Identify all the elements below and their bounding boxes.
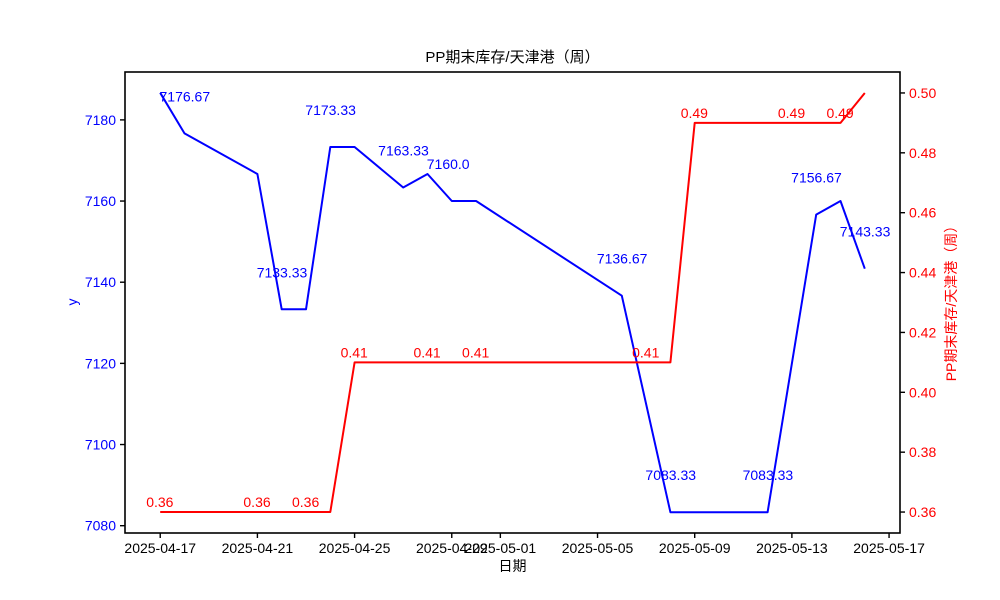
- y-axis-right-ticks: 0.36 0.38 0.40 0.42 0.44 0.46 0.48 0.50: [900, 85, 936, 520]
- x-tick-label: 2025-04-17: [124, 540, 196, 556]
- x-tick-label: 2025-04-21: [222, 540, 294, 556]
- x-axis-ticks: 2025-04-17 2025-04-21 2025-04-25 2025-04-29…: [124, 533, 925, 556]
- y-right-tick-label: 0.38: [909, 444, 936, 460]
- y-axis-left-ticks: 7080 7100 7120 7140 7160 7180: [85, 112, 125, 534]
- data-point-label: 0.36: [146, 494, 173, 510]
- y-axis-title-left: y: [64, 298, 80, 306]
- y-left-tick-label: 7080: [85, 518, 116, 534]
- y-left-tick-label: 7180: [85, 112, 116, 128]
- series-line-left: [159, 92, 866, 514]
- data-point-label: 7136.67: [597, 251, 648, 267]
- y-right-tick-label: 0.40: [909, 384, 936, 400]
- data-point-label: 0.41: [462, 344, 489, 360]
- data-point-label: 7163.33: [378, 143, 429, 159]
- y-right-tick-label: 0.44: [909, 265, 936, 281]
- data-point-label: 7156.67: [791, 170, 842, 186]
- y-right-tick-label: 0.48: [909, 145, 936, 161]
- y-right-tick-label: 0.46: [909, 205, 936, 221]
- x-tick-label: 2025-04-25: [319, 540, 391, 556]
- y-left-tick-label: 7160: [85, 193, 116, 209]
- y-left-tick-label: 7140: [85, 274, 116, 290]
- plot-frame: [124, 71, 901, 534]
- y-right-tick-label: 0.42: [909, 324, 936, 340]
- data-point-label: 7083.33: [743, 467, 794, 483]
- x-tick-label: 2025-05-05: [562, 540, 634, 556]
- data-point-label: 0.49: [826, 105, 853, 121]
- x-tick-label: 2025-05-13: [756, 540, 828, 556]
- y-left-tick-label: 7120: [85, 355, 116, 371]
- y-right-tick-label: 0.36: [909, 504, 936, 520]
- y-axis-title-right: PP期末库存/天津港（周）: [943, 218, 959, 382]
- data-point-label: 0.41: [413, 344, 440, 360]
- x-axis-title: 日期: [498, 558, 527, 574]
- data-point-label: 0.41: [632, 344, 659, 360]
- x-tick-label: 2025-05-01: [465, 540, 537, 556]
- y-left-tick-label: 7100: [85, 437, 116, 453]
- x-tick-label: 2025-05-09: [659, 540, 731, 556]
- series-line-right: [160, 92, 866, 513]
- data-point-label: 7133.33: [257, 264, 308, 280]
- data-point-label: 7173.33: [305, 102, 356, 118]
- x-tick-label: 2025-05-17: [853, 540, 925, 556]
- data-point-label: 7176.67: [160, 88, 211, 104]
- data-point-label: 0.49: [681, 105, 708, 121]
- data-point-label: 0.36: [292, 494, 319, 510]
- y-right-tick-label: 0.50: [909, 85, 936, 101]
- data-point-label: 0.41: [341, 344, 368, 360]
- chart-title: PP期末库存/天津港（周）: [425, 49, 600, 66]
- data-point-label: 7083.33: [645, 467, 696, 483]
- data-point-label: 7143.33: [840, 224, 891, 240]
- data-point-label: 7160.0: [427, 156, 470, 172]
- data-point-label: 0.49: [778, 105, 805, 121]
- x-tick-label: 2025-04-29: [416, 540, 488, 556]
- data-point-label: 0.36: [243, 494, 270, 510]
- series-right: 0.36 0.36 0.36 0.41 0.41 0.41 0.41 0.49 0.49 0.49: [146, 92, 866, 513]
